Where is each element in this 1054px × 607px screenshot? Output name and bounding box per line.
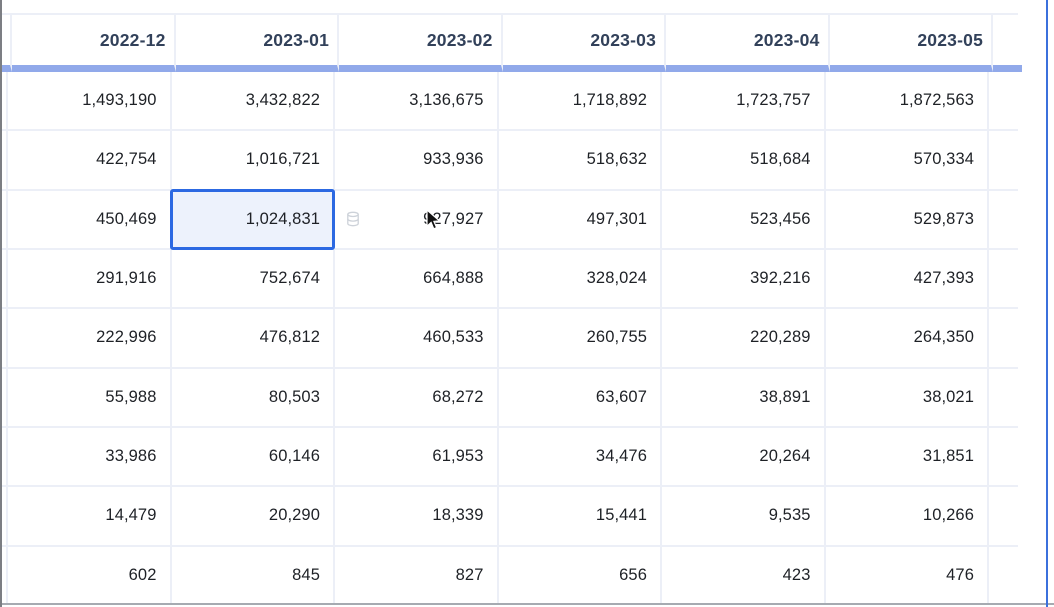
cell[interactable]: 291,916 [8,250,172,307]
table-row: 1,493,1903,432,8223,136,6751,718,8921,72… [2,72,1018,129]
cell[interactable]: 927,927 [335,191,499,248]
cell[interactable]: 1,016,721 [172,131,336,188]
cell[interactable]: 392,216 [662,250,826,307]
table-row: 55,98880,50368,27263,60738,89138,021 [2,367,1018,426]
cell[interactable]: 570,334 [826,131,990,188]
column-header-2022-12[interactable]: 2022-12 [12,15,176,72]
cell[interactable]: 450,469 [8,191,172,248]
cell[interactable]: 427,393 [826,250,990,307]
cell-partial [989,369,1018,426]
cell[interactable]: 20,264 [662,428,826,485]
cell[interactable]: 80,503 [172,369,336,426]
cell[interactable]: 31,851 [826,428,990,485]
cell[interactable]: 18,339 [335,487,499,544]
cell[interactable]: 260,755 [499,309,663,366]
column-header-2023-01[interactable]: 2023-01 [176,15,340,72]
cell-partial [989,191,1018,248]
cell-partial [989,547,1018,604]
cell-partial [989,250,1018,307]
cell[interactable]: 14,479 [8,487,172,544]
table-row: 422,7541,016,721933,936518,632518,684570… [2,129,1018,188]
cell[interactable]: 752,674 [172,250,336,307]
cell[interactable]: 15,441 [499,487,663,544]
cell[interactable]: 827 [335,547,499,604]
cell[interactable]: 460,533 [335,309,499,366]
header-row: 2022-12 2023-01 2023-02 2023-03 2023-04 … [2,15,1018,72]
cell[interactable]: 68,272 [335,369,499,426]
table-row: 291,916752,674664,888328,024392,216427,3… [2,248,1018,307]
cell[interactable]: 656 [499,547,663,604]
cell[interactable]: 38,021 [826,369,990,426]
cell[interactable]: 1,718,892 [499,72,663,129]
table-row: 602845827656423476 [2,545,1018,604]
cell[interactable]: 34,476 [499,428,663,485]
cell-partial [989,131,1018,188]
cell[interactable]: 3,432,822 [172,72,336,129]
cell[interactable]: 518,684 [662,131,826,188]
cell-partial [989,487,1018,544]
cell[interactable]: 10,266 [826,487,990,544]
cell[interactable]: 518,632 [499,131,663,188]
cell[interactable]: 422,754 [8,131,172,188]
column-header-2023-03[interactable]: 2023-03 [503,15,667,72]
pane-divider-right[interactable] [1046,0,1048,607]
cell-partial [989,428,1018,485]
cell[interactable]: 63,607 [499,369,663,426]
database-icon [345,211,361,227]
cell[interactable]: 1,723,757 [662,72,826,129]
data-grid: 2022-12 2023-01 2023-02 2023-03 2023-04 … [2,13,1018,604]
cell[interactable]: 602 [8,547,172,604]
cell[interactable]: 55,988 [8,369,172,426]
cell[interactable]: 664,888 [335,250,499,307]
cell[interactable]: 38,891 [662,369,826,426]
cell[interactable]: 20,290 [172,487,336,544]
cell[interactable]: 933,936 [335,131,499,188]
header-cell-partial [993,15,1022,72]
table-row: 14,47920,29018,33915,4419,53510,266 [2,485,1018,544]
cell[interactable]: 33,986 [8,428,172,485]
column-header-2023-05[interactable]: 2023-05 [830,15,994,72]
window-left-edge [0,0,2,607]
cell-partial [989,72,1018,129]
cell[interactable]: 264,350 [826,309,990,366]
cell[interactable]: 497,301 [499,191,663,248]
cell[interactable]: 328,024 [499,250,663,307]
cell[interactable]: 1,493,190 [8,72,172,129]
cell-partial [989,309,1018,366]
cell[interactable]: 60,146 [172,428,336,485]
cell[interactable]: 61,953 [335,428,499,485]
cell[interactable]: 9,535 [662,487,826,544]
header-cell-clipped [2,15,12,72]
cell[interactable]: 222,996 [8,309,172,366]
cell[interactable]: 476,812 [172,309,336,366]
spreadsheet-viewport: 2022-12 2023-01 2023-02 2023-03 2023-04 … [0,0,1054,607]
cell[interactable]: 529,873 [826,191,990,248]
cell[interactable]: 1,872,563 [826,72,990,129]
selected-cell[interactable]: 1,024,831 [172,191,336,248]
cell[interactable]: 523,456 [662,191,826,248]
column-header-2023-02[interactable]: 2023-02 [339,15,503,72]
column-header-2023-04[interactable]: 2023-04 [666,15,830,72]
table-row: 450,4691,024,831927,927497,301523,456529… [2,189,1018,248]
table-row: 222,996476,812460,533260,755220,289264,3… [2,307,1018,366]
table-row: 33,98660,14661,95334,47620,26431,851 [2,426,1018,485]
window-bottom-edge [2,603,1054,605]
cell[interactable]: 3,136,675 [335,72,499,129]
cell[interactable]: 476 [826,547,990,604]
cell[interactable]: 845 [172,547,336,604]
cell[interactable]: 220,289 [662,309,826,366]
cell[interactable]: 423 [662,547,826,604]
